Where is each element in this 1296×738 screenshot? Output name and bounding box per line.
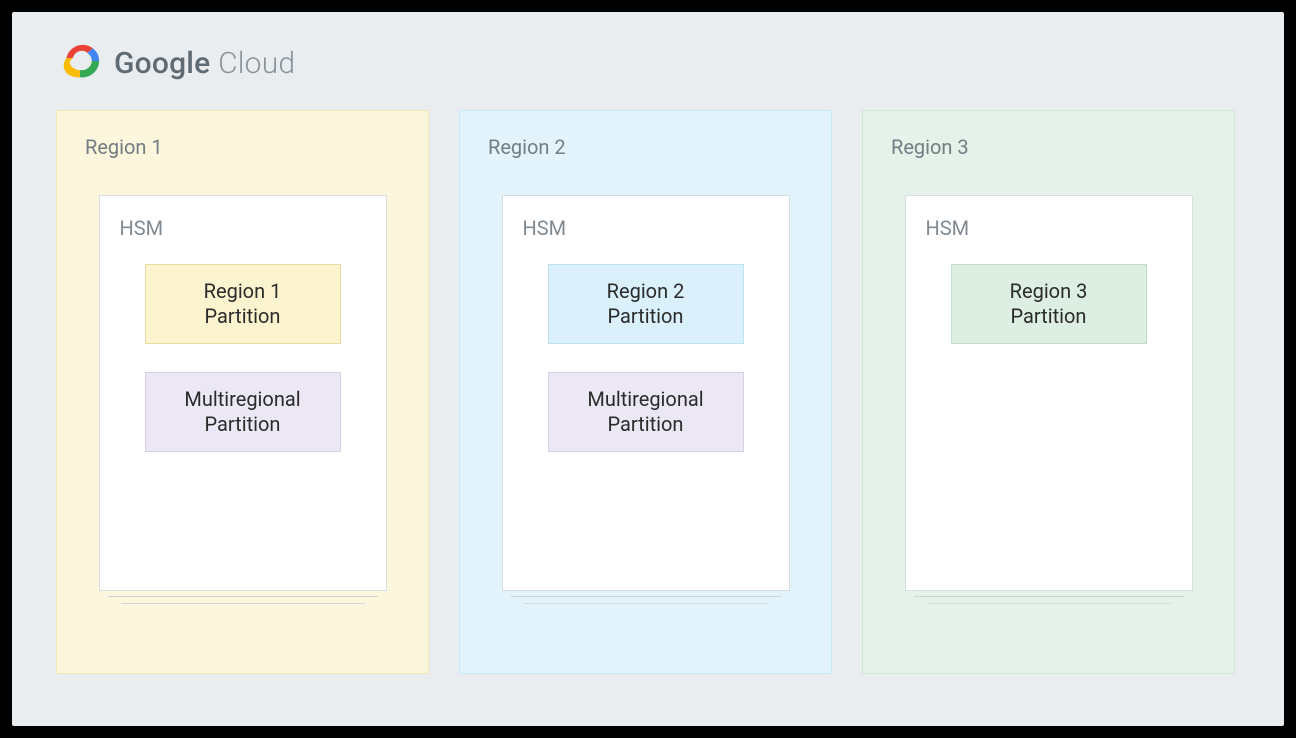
region-3-partition: Region 3 Partition xyxy=(951,264,1147,344)
partition-text: Multiregional xyxy=(184,387,300,412)
partition-text: Partition xyxy=(608,412,684,437)
region-1-partition: Region 1 Partition xyxy=(145,264,341,344)
partition-text: Partition xyxy=(205,412,281,437)
region-1-hsm: HSM Region 1 Partition Multiregional Par… xyxy=(99,195,387,591)
region-3: Region 3 HSM Region 3 Partition xyxy=(862,110,1235,674)
partition-text: Multiregional xyxy=(587,387,703,412)
region-2-hsm-label: HSM xyxy=(523,216,769,240)
region-2-multiregional-partition: Multiregional Partition xyxy=(548,372,744,452)
partition-text: Region 2 xyxy=(607,279,685,304)
brand-text: Google Cloud xyxy=(114,46,295,81)
region-1-hsm-label: HSM xyxy=(120,216,366,240)
region-3-label: Region 3 xyxy=(891,135,1210,159)
region-1-label: Region 1 xyxy=(85,135,404,159)
hsm-stack-icon xyxy=(905,590,1193,604)
region-1-multiregional-partition: Multiregional Partition xyxy=(145,372,341,452)
brand-light: Cloud xyxy=(218,46,295,81)
region-2-partition: Region 2 Partition xyxy=(548,264,744,344)
hsm-stack-icon xyxy=(502,590,790,604)
region-2: Region 2 HSM Region 2 Partition Multireg… xyxy=(459,110,832,674)
partition-text: Region 3 xyxy=(1010,279,1088,304)
region-3-hsm: HSM Region 3 Partition xyxy=(905,195,1193,591)
google-cloud-logo-icon xyxy=(60,44,100,82)
region-1: Region 1 HSM Region 1 Partition Multireg… xyxy=(56,110,429,674)
brand-strong: Google xyxy=(114,46,210,81)
partition-text: Partition xyxy=(205,304,281,329)
partition-text: Partition xyxy=(1011,304,1087,329)
region-2-hsm: HSM Region 2 Partition Multiregional Par… xyxy=(502,195,790,591)
region-2-label: Region 2 xyxy=(488,135,807,159)
diagram-canvas: Google Cloud Region 1 HSM Region 1 Parti… xyxy=(12,12,1284,726)
partition-text: Region 1 xyxy=(204,279,282,304)
hsm-stack-icon xyxy=(99,590,387,604)
regions-row: Region 1 HSM Region 1 Partition Multireg… xyxy=(56,110,1240,674)
region-3-hsm-label: HSM xyxy=(926,216,1172,240)
partition-text: Partition xyxy=(608,304,684,329)
brand-header: Google Cloud xyxy=(60,44,1240,82)
